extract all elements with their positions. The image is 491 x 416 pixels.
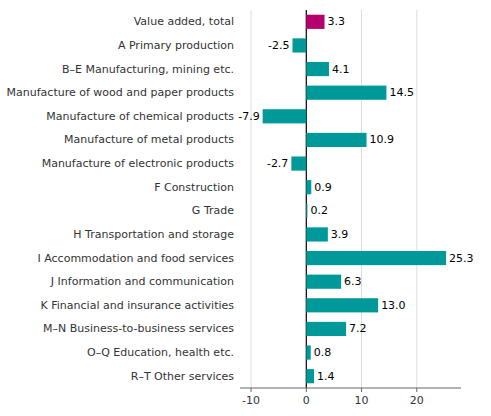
data-label: 14.5 [389, 86, 414, 99]
category-label: Manufacture of chemical products [46, 110, 234, 123]
data-label: 10.9 [370, 133, 395, 146]
bar [306, 204, 307, 218]
category-label: I Accommodation and food services [38, 252, 235, 265]
bar [306, 369, 314, 383]
data-label: 3.3 [328, 15, 346, 28]
category-label: O–Q Education, health etc. [87, 346, 234, 359]
data-label: 13.0 [381, 299, 406, 312]
category-label: R–T Other services [131, 370, 234, 383]
bar [306, 133, 366, 147]
grid-line [251, 10, 252, 388]
tick-mark [251, 388, 252, 392]
category-label: Value added, total [134, 15, 234, 28]
tick-mark [306, 388, 307, 392]
category-label: A Primary production [118, 39, 234, 52]
category-label: M–N Business-to-business services [43, 322, 234, 335]
bar [306, 227, 328, 241]
data-label: 0.2 [310, 204, 328, 217]
data-label: -7.9 [238, 110, 259, 123]
category-label: K Financial and insurance activities [41, 299, 235, 312]
category-label: J Information and communication [50, 275, 234, 288]
bar [306, 15, 324, 29]
data-label: 1.4 [317, 370, 335, 383]
data-label: 7.2 [349, 322, 367, 335]
data-label: 25.3 [449, 252, 474, 265]
bars [263, 15, 446, 384]
category-label: B–E Manufacturing, mining etc. [62, 63, 234, 76]
bar [306, 251, 446, 265]
category-label: Manufacture of wood and paper products [7, 86, 235, 99]
chart: Value added, total A Primary production B–… [0, 0, 491, 416]
bar [292, 38, 306, 52]
data-label: 4.1 [332, 63, 350, 76]
bar [306, 62, 329, 76]
data-labels: 3.3 -2.5 4.1 14.5 -7.9 10.9 -2.7 0.9 0.23.9 25.3 6… [238, 15, 473, 382]
x-axis-line [240, 388, 461, 389]
data-label: 0.8 [314, 346, 332, 359]
bar [291, 156, 306, 170]
data-label: 0.9 [314, 181, 332, 194]
y-axis-labels: Value added, total A Primary production B–… [7, 15, 235, 382]
data-label: -2.5 [268, 39, 289, 52]
bar [306, 180, 311, 194]
tick-label: -10 [242, 394, 260, 407]
tick-label: 10 [355, 394, 369, 407]
grid [251, 10, 417, 388]
category-label: H Transportation and storage [73, 228, 234, 241]
category-label: Manufacture of electronic products [42, 157, 235, 170]
tick-mark [416, 388, 417, 392]
bar [306, 345, 310, 359]
data-label: -2.7 [267, 157, 288, 170]
bar [306, 275, 341, 289]
category-label: F Construction [154, 181, 234, 194]
x-axis: -10 0 10 20 [240, 388, 461, 407]
tick-label: 0 [303, 394, 310, 407]
data-label: 6.3 [344, 275, 362, 288]
bar [306, 86, 386, 100]
bar [306, 298, 378, 312]
bar [263, 109, 307, 123]
grid-line [416, 10, 417, 388]
tick-mark [361, 388, 362, 392]
data-label: 3.9 [331, 228, 349, 241]
bar [306, 322, 346, 336]
category-label: Manufacture of metal products [64, 133, 234, 146]
category-label: G Trade [192, 204, 234, 217]
tick-label: 20 [410, 394, 424, 407]
